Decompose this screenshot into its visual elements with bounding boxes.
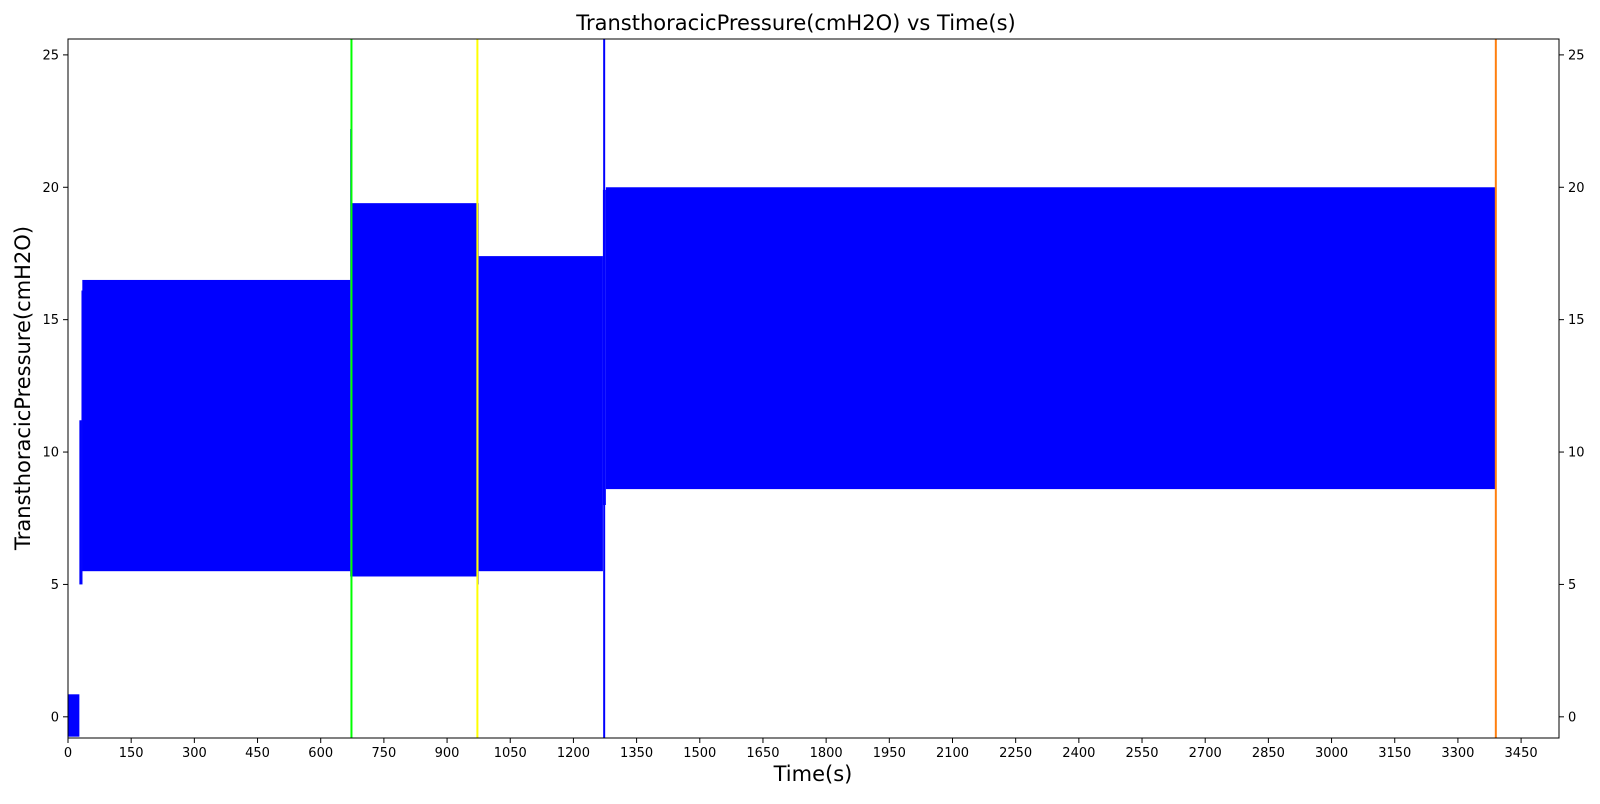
- chart-title: TransthoracicPressure(cmH2O) vs Time(s): [575, 11, 1016, 35]
- y-tick-label-left: 5: [51, 578, 59, 593]
- x-tick-label: 450: [245, 746, 270, 761]
- y-tick-label-right: 25: [1568, 48, 1585, 63]
- x-tick-label: 1950: [873, 746, 906, 761]
- y-tick-label-left: 15: [42, 313, 59, 328]
- x-tick-label: 1050: [494, 746, 527, 761]
- x-tick-label: 1350: [620, 746, 653, 761]
- series-0-segment-2: [81, 290, 83, 585]
- x-tick-label: 2100: [936, 746, 969, 761]
- x-tick-label: 2850: [1252, 746, 1285, 761]
- plot-area: [68, 39, 1497, 738]
- y-tick-label-left: 25: [42, 48, 59, 63]
- x-tick-label: 1200: [557, 746, 590, 761]
- y-tick-label-left: 10: [42, 446, 59, 461]
- x-tick-label: 3150: [1378, 746, 1411, 761]
- x-axis-label: Time(s): [773, 762, 853, 786]
- y-tick-label-right: 10: [1568, 446, 1585, 461]
- x-tick-label: 1500: [683, 746, 716, 761]
- series-0-segment-5: [351, 203, 477, 577]
- x-tick-label: 900: [435, 746, 460, 761]
- y-tick-label-right: 0: [1568, 710, 1576, 725]
- x-tick-label: 150: [119, 746, 144, 761]
- series-0-segment-1: [79, 420, 82, 585]
- y-tick-label-left: 0: [51, 710, 59, 725]
- series-0-segment-7: [478, 256, 603, 572]
- y-tick-label-right: 5: [1568, 578, 1576, 593]
- x-tick-label: 600: [308, 746, 333, 761]
- x-tick-label: 750: [371, 746, 396, 761]
- y-tick-label-right: 20: [1568, 181, 1585, 196]
- x-tick-label: 0: [64, 746, 72, 761]
- x-tick-label: 3000: [1315, 746, 1348, 761]
- x-tick-label: 3450: [1505, 746, 1538, 761]
- y-axis-right: 0 5 10 15 20 25: [1559, 48, 1585, 725]
- y-axis-label: TransthoracicPressure(cmH2O): [11, 226, 35, 551]
- x-axis: 0 150 300 450 600 750 900 1050 1200 1350 1500 1650 1…: [64, 738, 1538, 761]
- x-tick-label: 300: [182, 746, 207, 761]
- x-tick-label: 2700: [1189, 746, 1222, 761]
- x-tick-label: 2250: [999, 746, 1032, 761]
- x-tick-label: 1650: [746, 746, 779, 761]
- series-0-segment-0: [68, 694, 80, 737]
- y-tick-label-left: 20: [42, 181, 59, 196]
- y-axis-left: 0 5 10 15 20 25: [42, 48, 68, 725]
- series-0-segment-9: [605, 187, 1496, 490]
- x-tick-label: 2400: [1062, 746, 1095, 761]
- plot-frame: [67, 38, 1560, 739]
- y-tick-label-right: 15: [1568, 313, 1585, 328]
- x-tick-label: 1800: [810, 746, 843, 761]
- x-tick-label: 3300: [1441, 746, 1474, 761]
- series-0-segment-3: [82, 279, 351, 572]
- x-tick-label: 2550: [1125, 746, 1158, 761]
